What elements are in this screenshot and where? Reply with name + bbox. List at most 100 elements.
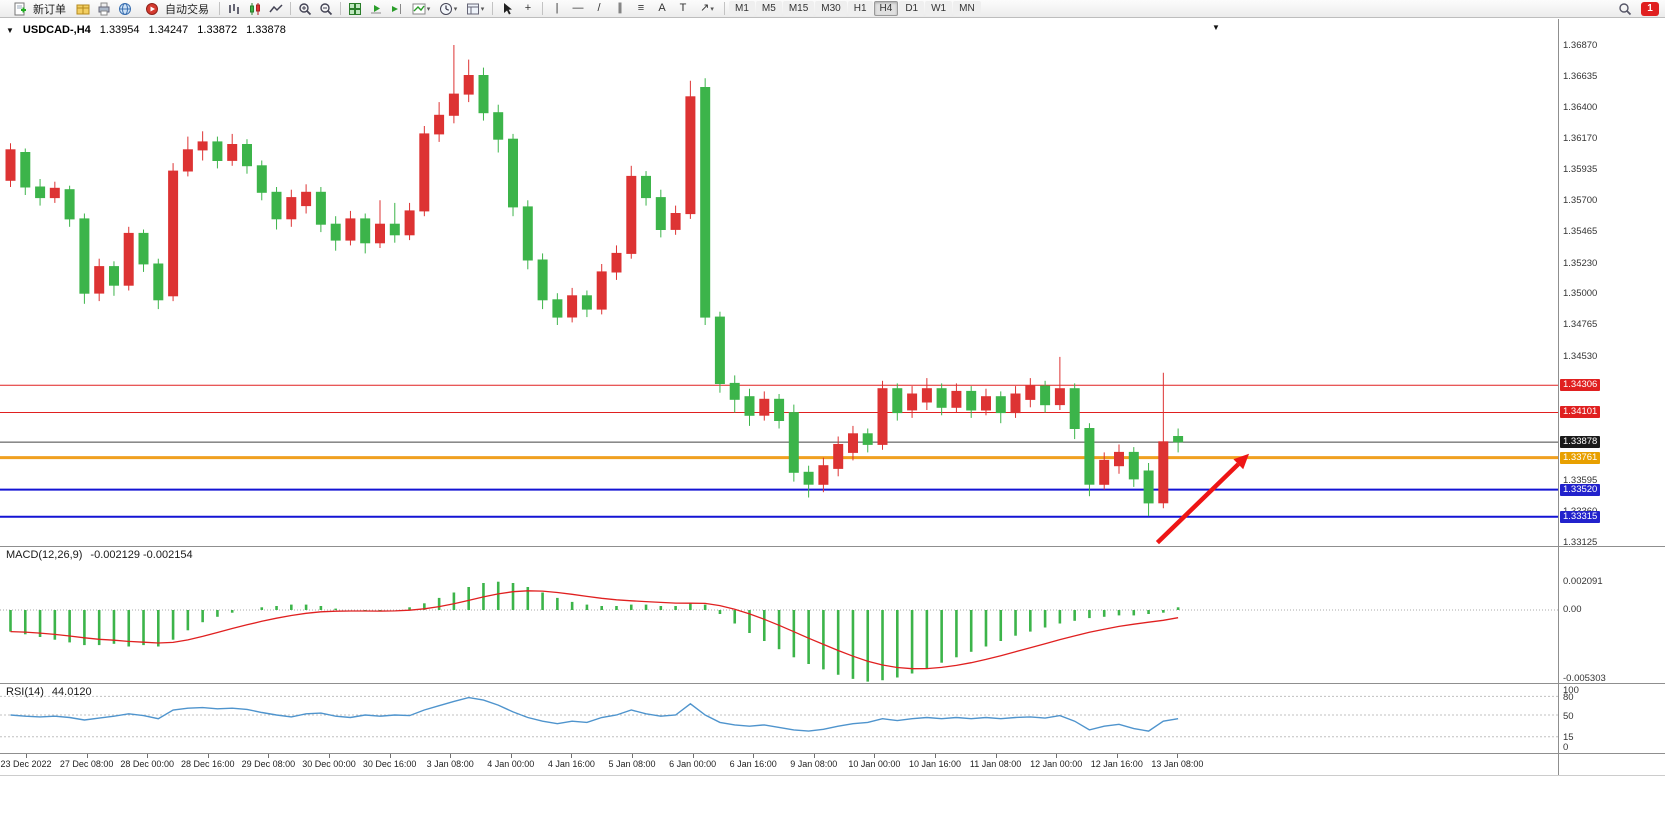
timeframe-mn[interactable]: MN (953, 1, 981, 16)
time-axis-label: 3 Jan 08:00 (426, 759, 474, 769)
autotrade-icon (142, 1, 162, 17)
time-axis-label: 30 Dec 16:00 (362, 759, 417, 769)
channel-tool-icon[interactable]: ∥ (617, 2, 623, 14)
bar-chart-icon[interactable] (224, 1, 244, 17)
candle-body (936, 388, 947, 408)
line-chart-icon[interactable] (266, 1, 286, 17)
label-tool-icon[interactable]: T (679, 2, 687, 14)
indicators-button[interactable]: ▾ (408, 1, 434, 17)
time-axis-label: 6 Jan 16:00 (729, 759, 777, 769)
time-axis-tick (207, 754, 209, 758)
search-icon[interactable] (1615, 1, 1635, 17)
candle-body (611, 252, 622, 273)
time-axis-tick (86, 754, 88, 758)
periods-button[interactable]: ▾ (435, 1, 461, 17)
timeframe-w1[interactable]: W1 (925, 1, 953, 16)
candle-body (907, 393, 918, 411)
time-axis-tick (510, 754, 512, 758)
annotation-arrow-shaft[interactable] (1155, 462, 1240, 545)
candle-body (5, 149, 16, 181)
chart-shift-icon[interactable] (387, 1, 407, 17)
timeframe-m5[interactable]: M5 (755, 1, 782, 16)
macd-axis-label: 0.00 (1563, 604, 1582, 615)
vertical-line-tool-icon[interactable]: | (555, 2, 559, 14)
candle-body (774, 398, 785, 421)
chart-shift-marker[interactable]: ▼ (1212, 23, 1220, 32)
timeframe-h1[interactable]: H1 (847, 1, 873, 16)
candle-body (79, 218, 90, 294)
price-tag-red: 1.34306 (1560, 379, 1601, 392)
price-axis-label: 1.35465 (1563, 226, 1598, 238)
time-axis-tick (389, 754, 391, 758)
candle-body (729, 382, 740, 400)
candle-body (700, 87, 711, 318)
macd-signal-line (10, 590, 1179, 670)
time-axis-label: 13 Jan 08:00 (1151, 759, 1204, 769)
candle-body (581, 295, 592, 310)
time-axis-label: 4 Jan 16:00 (547, 759, 595, 769)
panel-divider[interactable] (0, 683, 1665, 684)
candle-body (1128, 451, 1139, 480)
time-axis-tick (995, 754, 997, 758)
macd-values: -0.002129 -0.002154 (90, 549, 193, 561)
panel-divider[interactable] (0, 546, 1665, 547)
new-order-button[interactable]: 新订单 (4, 1, 72, 17)
candle-body (1025, 385, 1036, 400)
time-axis-tick (26, 754, 27, 758)
candle-body (951, 390, 962, 408)
autotrade-label: 自动交易 (165, 3, 209, 16)
crosshair-icon[interactable]: + (524, 2, 532, 14)
candle-body (1069, 388, 1080, 430)
toolbar-separator (724, 2, 725, 15)
notifications-badge[interactable]: 1 (1641, 1, 1659, 16)
candle-body (109, 266, 119, 286)
auto-scroll-icon[interactable] (366, 1, 386, 17)
time-axis[interactable]: 23 Dec 2022 27 Dec 08:00 28 Dec 00:00 28 De… (0, 753, 1558, 775)
timeframe-m1[interactable]: M1 (729, 1, 755, 16)
rsi-chart[interactable] (0, 684, 1665, 753)
price-axis-label: 1.36635 (1563, 71, 1598, 83)
candle-body (478, 75, 489, 114)
timeframe-d1[interactable]: D1 (899, 1, 925, 16)
candlestick-chart-icon[interactable] (245, 1, 265, 17)
timeframe-m15[interactable]: M15 (782, 1, 815, 16)
main-price-chart[interactable] (0, 19, 1665, 546)
time-axis-tick (813, 754, 815, 758)
price-axis-label: 1.35230 (1563, 257, 1598, 269)
candle-body (685, 96, 696, 215)
zoom-in-icon[interactable] (295, 1, 315, 17)
candle-body (389, 223, 400, 236)
macd-chart[interactable] (0, 547, 1665, 684)
price-axis-label: 1.36400 (1563, 102, 1598, 114)
candle-body (537, 259, 548, 301)
new-order-label: 新订单 (33, 3, 66, 16)
news-globe-icon[interactable] (115, 1, 135, 17)
zoom-out-icon[interactable] (316, 1, 336, 17)
templates-button[interactable]: ▾ (462, 1, 488, 17)
text-tool-icon[interactable]: A (658, 2, 666, 14)
fibonacci-tool-icon[interactable]: ≡ (637, 2, 645, 14)
toolbar-separator (542, 2, 543, 15)
candle-body (626, 175, 637, 254)
print-icon[interactable] (94, 1, 114, 17)
arrows-tool-button[interactable]: ↗ ▾ (700, 2, 714, 14)
candle-body (64, 189, 75, 220)
candle-body (1054, 388, 1065, 406)
annotation-arrow-head[interactable] (1233, 453, 1250, 470)
trendline-tool-icon[interactable]: / (597, 2, 601, 14)
autotrade-button[interactable]: 自动交易 (136, 1, 215, 17)
panel-divider (0, 753, 1665, 754)
candle-body (49, 187, 60, 199)
candle-body (35, 186, 46, 199)
cursor-icon[interactable] (497, 1, 517, 17)
rsi-line (10, 696, 1179, 732)
tile-windows-icon[interactable] (345, 1, 365, 17)
timeframe-m30[interactable]: M30 (815, 1, 847, 16)
time-axis-tick (1056, 754, 1058, 758)
market-watch-icon[interactable] (73, 1, 93, 17)
candle-body (1040, 385, 1051, 406)
horizontal-line-tool-icon[interactable]: — (572, 2, 584, 14)
rsi-axis-label: 100 (1563, 685, 1579, 696)
timeframe-h4[interactable]: H4 (873, 1, 899, 16)
collapse-triangle-icon[interactable]: ▼ (6, 25, 14, 35)
